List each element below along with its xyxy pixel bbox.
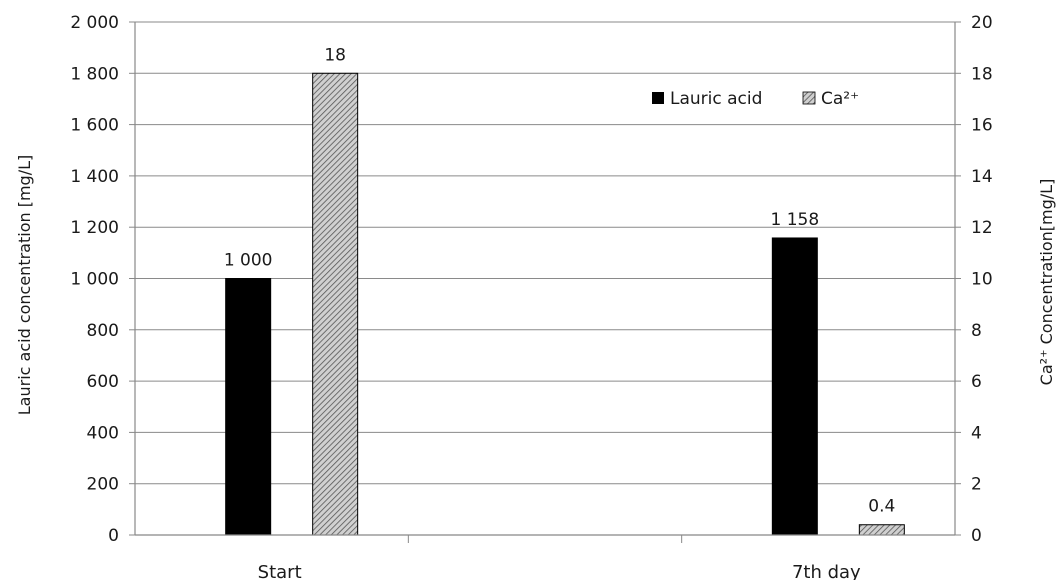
category-labels: Start 7th day — [258, 562, 861, 580]
right-tick-label: 2 — [971, 475, 982, 495]
bar-lauric-acid-start — [225, 278, 272, 536]
legend-label-lauric-acid: Lauric acid — [670, 89, 762, 109]
right-axis-title: Ca²⁺ Concentration[mg/L] — [1037, 179, 1056, 386]
right-tick-label: 12 — [971, 218, 993, 238]
legend: Lauric acid Ca²⁺ — [652, 89, 859, 109]
right-tick-label: 4 — [971, 423, 982, 443]
bar-lauric-acid-7th-day — [771, 237, 818, 536]
data-label: 1 000 — [224, 251, 273, 271]
gridlines — [135, 21, 955, 485]
left-tick-label: 400 — [87, 423, 119, 443]
data-label: 18 — [324, 45, 346, 65]
bars — [225, 72, 905, 536]
left-tick-label: 1 000 — [70, 270, 119, 290]
left-tick-label: 1 400 — [70, 167, 119, 187]
category-label: Start — [258, 562, 302, 580]
right-tick-label: 14 — [971, 167, 993, 187]
data-label: 0.4 — [868, 497, 895, 517]
left-tick-label: 2 000 — [70, 13, 119, 33]
right-tick-label: 16 — [971, 116, 993, 136]
left-tick-label: 200 — [87, 475, 119, 495]
data-label: 1 158 — [770, 210, 819, 230]
left-tick-label: 600 — [87, 372, 119, 392]
category-label: 7th day — [792, 562, 861, 580]
right-tick-label: 8 — [971, 321, 982, 341]
right-tick-label: 20 — [971, 13, 993, 33]
right-tick-label: 18 — [971, 64, 993, 84]
right-tick-label: 6 — [971, 372, 982, 392]
right-axis-ticks: 0 2 4 6 8 10 12 14 16 18 20 — [955, 13, 993, 546]
right-tick-label: 0 — [971, 526, 982, 546]
left-tick-label: 1 200 — [70, 218, 119, 238]
left-axis-title: Lauric acid concentration [mg/L] — [15, 155, 34, 415]
left-tick-label: 1 800 — [70, 64, 119, 84]
right-tick-label: 10 — [971, 270, 993, 290]
legend-swatch-ca — [802, 91, 816, 105]
data-labels: 1 000 18 1 158 0.4 — [224, 45, 896, 516]
bar-ca-start — [312, 72, 359, 536]
bar-ca-7th-day — [858, 524, 905, 536]
left-axis-ticks: 0 200 400 600 800 1 000 1 200 1 400 1 600 1 800 2 … — [70, 13, 135, 546]
left-tick-label: 0 — [108, 526, 119, 546]
left-tick-label: 800 — [87, 321, 119, 341]
legend-swatch-lauric-acid — [652, 92, 664, 104]
legend-label-ca: Ca²⁺ — [821, 89, 859, 109]
left-tick-label: 1 600 — [70, 116, 119, 136]
